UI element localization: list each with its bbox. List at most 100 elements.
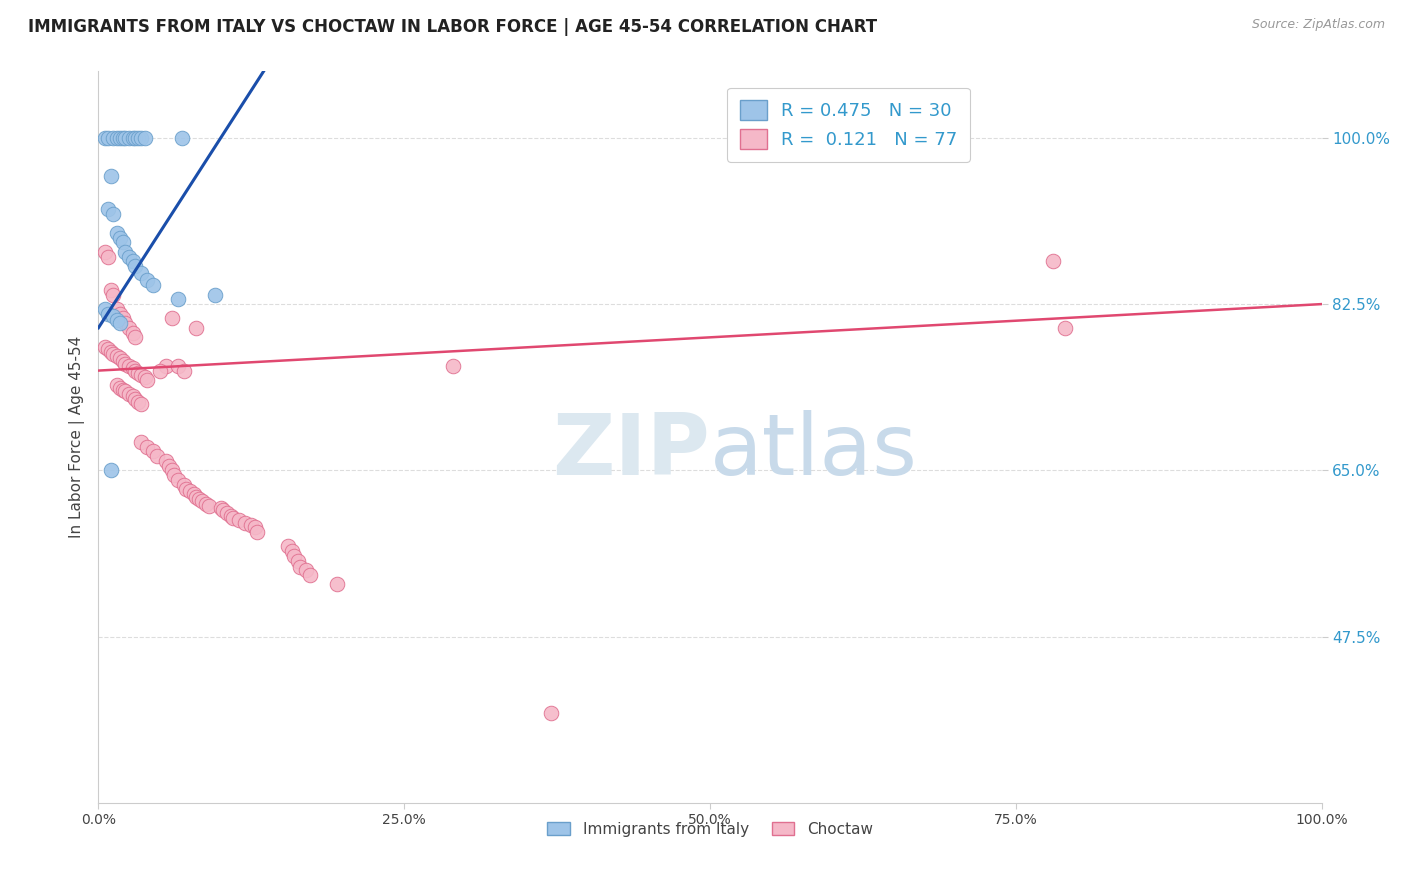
Point [179, 484, 201, 499]
Point [93, 301, 115, 316]
Point [187, 491, 209, 506]
Point [127, 131, 149, 145]
Point [129, 397, 152, 411]
Point [124, 363, 146, 377]
Point [142, 278, 165, 293]
Point [121, 360, 143, 375]
Point [1053, 321, 1076, 335]
Point [136, 273, 159, 287]
Point [110, 230, 132, 244]
Point [142, 444, 165, 458]
Point [97, 202, 120, 216]
Point [540, 706, 562, 720]
Point [111, 383, 134, 397]
Point [111, 311, 134, 326]
Point [110, 316, 132, 330]
Point [101, 310, 124, 324]
Point [121, 389, 143, 403]
Point [114, 244, 136, 259]
Point [97, 307, 120, 321]
Point [101, 287, 124, 301]
Point [118, 131, 141, 145]
Point [277, 539, 299, 553]
Point [121, 131, 143, 145]
Point [110, 351, 132, 366]
Text: Source: ZipAtlas.com: Source: ZipAtlas.com [1251, 18, 1385, 31]
Point [134, 131, 156, 145]
Point [167, 359, 190, 373]
Point [110, 381, 132, 395]
Point [124, 259, 146, 273]
Point [114, 357, 136, 371]
Point [129, 266, 152, 280]
Point [100, 169, 122, 183]
Point [114, 316, 136, 330]
Point [160, 463, 183, 477]
Point [105, 131, 128, 145]
Point [118, 321, 141, 335]
Point [228, 513, 250, 527]
Point [163, 468, 186, 483]
Point [121, 326, 143, 340]
Point [197, 500, 219, 514]
Point [127, 367, 149, 381]
Point [101, 131, 124, 145]
Text: ZIP: ZIP [553, 410, 710, 493]
Point [124, 131, 146, 145]
Point [209, 501, 232, 516]
Point [105, 301, 128, 316]
Point [114, 131, 136, 145]
Point [157, 458, 180, 473]
Point [233, 516, 256, 530]
Point [111, 131, 134, 145]
Point [105, 313, 128, 327]
Point [97, 250, 120, 264]
Point [170, 131, 193, 145]
Point [222, 511, 245, 525]
Point [111, 235, 134, 250]
Point [243, 520, 266, 534]
Point [129, 434, 152, 449]
Point [240, 518, 263, 533]
Point [287, 553, 309, 567]
Point [212, 503, 235, 517]
Point [204, 287, 226, 301]
Point [118, 359, 141, 373]
Point [191, 493, 214, 508]
Point [105, 226, 128, 240]
Point [149, 363, 172, 377]
Point [280, 544, 302, 558]
Point [299, 567, 322, 582]
Point [183, 487, 205, 501]
Point [105, 349, 128, 363]
Point [100, 283, 122, 297]
Point [110, 131, 132, 145]
Point [155, 359, 177, 373]
Point [176, 483, 198, 497]
Point [93, 244, 115, 259]
Point [290, 560, 312, 574]
Point [195, 497, 218, 511]
Point [134, 370, 156, 384]
Point [146, 449, 169, 463]
Point [167, 293, 190, 307]
Point [173, 477, 195, 491]
Point [101, 207, 124, 221]
Point [101, 347, 124, 361]
Point [326, 577, 349, 591]
Point [173, 363, 195, 377]
Y-axis label: In Labor Force | Age 45-54: In Labor Force | Age 45-54 [69, 336, 84, 538]
Point [100, 463, 122, 477]
Point [118, 387, 141, 401]
Point [124, 330, 146, 344]
Point [129, 368, 152, 383]
Point [931, 131, 953, 145]
Point [155, 454, 177, 468]
Point [295, 563, 318, 577]
Point [124, 392, 146, 406]
Legend: Immigrants from Italy, Choctaw: Immigrants from Italy, Choctaw [541, 815, 879, 843]
Text: atlas: atlas [710, 410, 918, 493]
Point [283, 549, 305, 563]
Point [121, 254, 143, 268]
Point [129, 131, 152, 145]
